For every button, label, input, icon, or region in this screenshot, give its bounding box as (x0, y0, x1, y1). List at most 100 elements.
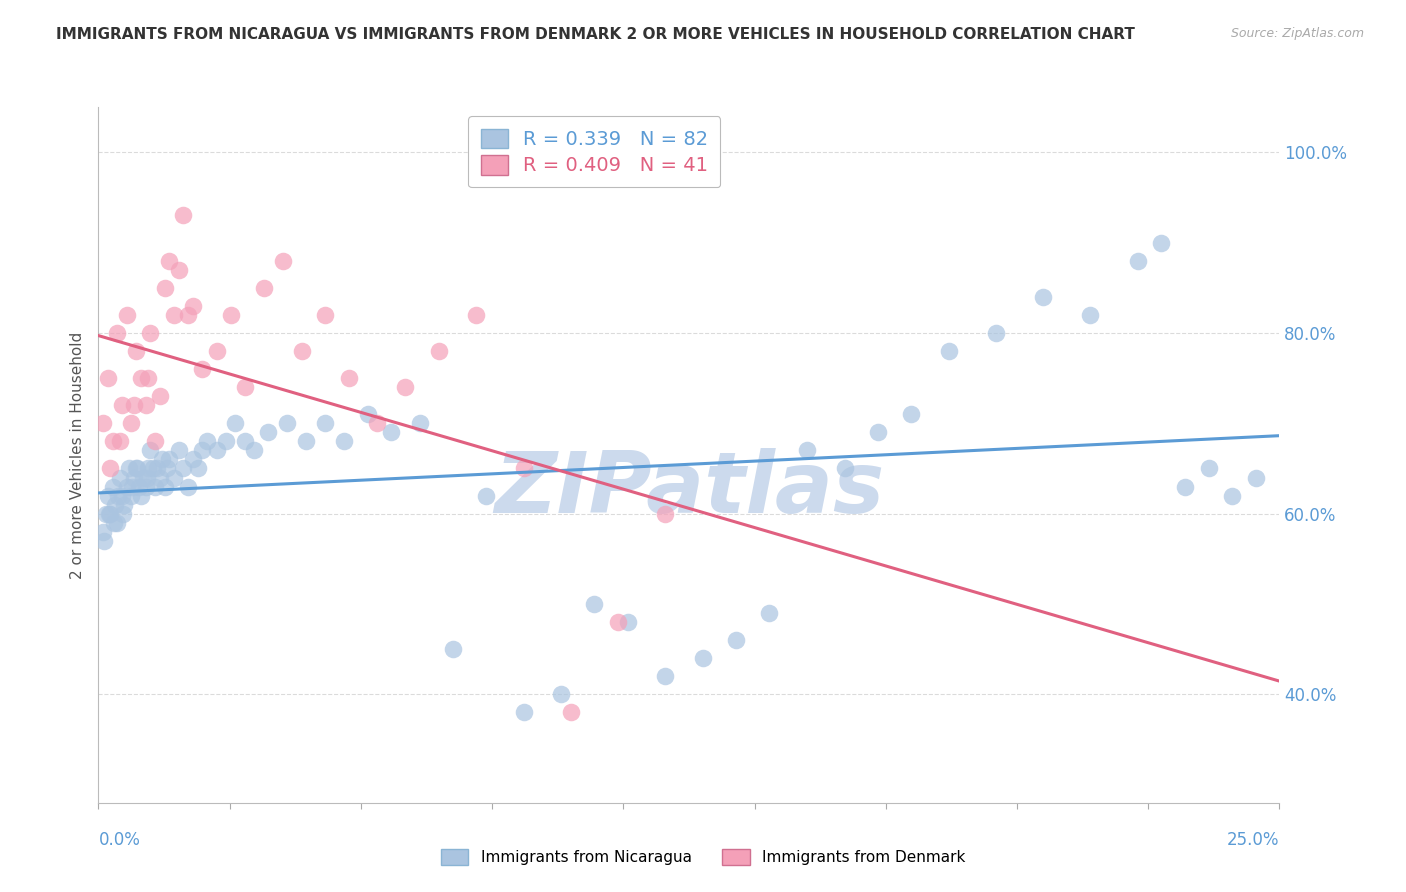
Point (125, 344, 148, 359)
Point (125, 461, 148, 475)
Point (253, 281, 276, 295)
Point (408, 417, 430, 431)
Point (366, 417, 388, 431)
Point (94, 507, 117, 521)
Point (98, 507, 121, 521)
Point (128, 479, 150, 493)
Point (181, 299, 204, 313)
Point (163, 470, 186, 484)
Point (142, 461, 165, 475)
Legend: Immigrants from Nicaragua, Immigrants from Denmark: Immigrants from Nicaragua, Immigrants fr… (434, 843, 972, 871)
Point (136, 371, 159, 385)
Text: 25.0%: 25.0% (1227, 830, 1279, 848)
Point (692, 651, 714, 665)
Point (616, 615, 638, 629)
Point (1032, 290, 1054, 304)
Point (314, 417, 336, 431)
Point (276, 417, 298, 431)
Point (91, 417, 114, 431)
Point (191, 443, 214, 458)
Point (122, 470, 145, 484)
Point (465, 308, 488, 322)
Legend: R = 0.339   N = 82, R = 0.409   N = 41: R = 0.339 N = 82, R = 0.409 N = 41 (468, 116, 720, 187)
Point (333, 434, 356, 449)
Point (984, 326, 1007, 340)
Point (93, 533, 115, 548)
Point (796, 443, 818, 458)
Point (205, 443, 228, 458)
Point (129, 489, 152, 503)
Point (215, 434, 238, 449)
Point (560, 706, 582, 720)
Text: ZIPatlas: ZIPatlas (494, 448, 884, 532)
Point (108, 470, 131, 484)
Point (758, 606, 780, 620)
Point (427, 344, 450, 359)
Point (112, 498, 135, 512)
Point (115, 308, 138, 322)
Point (219, 308, 242, 322)
Point (139, 443, 162, 458)
Point (654, 507, 676, 521)
Point (834, 461, 856, 475)
Point (512, 706, 534, 720)
Point (104, 498, 127, 512)
Text: IMMIGRANTS FROM NICARAGUA VS IMMIGRANTS FROM DENMARK 2 OR MORE VEHICLES IN HOUSE: IMMIGRANTS FROM NICARAGUA VS IMMIGRANTS … (56, 27, 1135, 42)
Point (195, 434, 218, 449)
Point (111, 489, 134, 503)
Point (181, 452, 204, 467)
Point (475, 489, 498, 503)
Point (150, 452, 173, 467)
Point (1220, 489, 1243, 503)
Point (143, 479, 166, 493)
Point (153, 479, 176, 493)
Point (97, 371, 120, 385)
Point (153, 281, 176, 295)
Point (103, 516, 125, 530)
Point (337, 371, 360, 385)
Point (295, 434, 318, 449)
Y-axis label: 2 or more Vehicles in Household: 2 or more Vehicles in Household (69, 331, 84, 579)
Point (156, 461, 179, 475)
Point (938, 344, 960, 359)
Point (1126, 253, 1149, 268)
Point (163, 308, 186, 322)
Point (115, 479, 138, 493)
Point (191, 362, 214, 376)
Point (101, 479, 124, 493)
Point (101, 434, 124, 449)
Text: Source: ZipAtlas.com: Source: ZipAtlas.com (1230, 27, 1364, 40)
Point (149, 470, 172, 484)
Point (583, 597, 606, 611)
Point (111, 507, 134, 521)
Point (135, 479, 157, 493)
Point (177, 308, 200, 322)
Point (257, 425, 280, 440)
Text: 0.0%: 0.0% (98, 830, 141, 848)
Point (121, 417, 143, 431)
Point (205, 344, 228, 359)
Point (105, 516, 128, 530)
Point (725, 633, 748, 648)
Point (135, 470, 157, 484)
Point (607, 615, 630, 629)
Point (107, 489, 129, 503)
Point (146, 461, 169, 475)
Point (157, 452, 180, 467)
Point (290, 344, 312, 359)
Point (1198, 461, 1220, 475)
Point (187, 461, 209, 475)
Point (233, 434, 256, 449)
Point (243, 443, 266, 458)
Point (866, 425, 889, 440)
Point (97, 507, 120, 521)
Point (97, 489, 120, 503)
Point (98, 461, 121, 475)
Point (118, 461, 141, 475)
Point (233, 380, 256, 394)
Point (111, 398, 134, 412)
Point (550, 687, 572, 701)
Point (167, 262, 190, 277)
Point (177, 479, 200, 493)
Point (121, 489, 143, 503)
